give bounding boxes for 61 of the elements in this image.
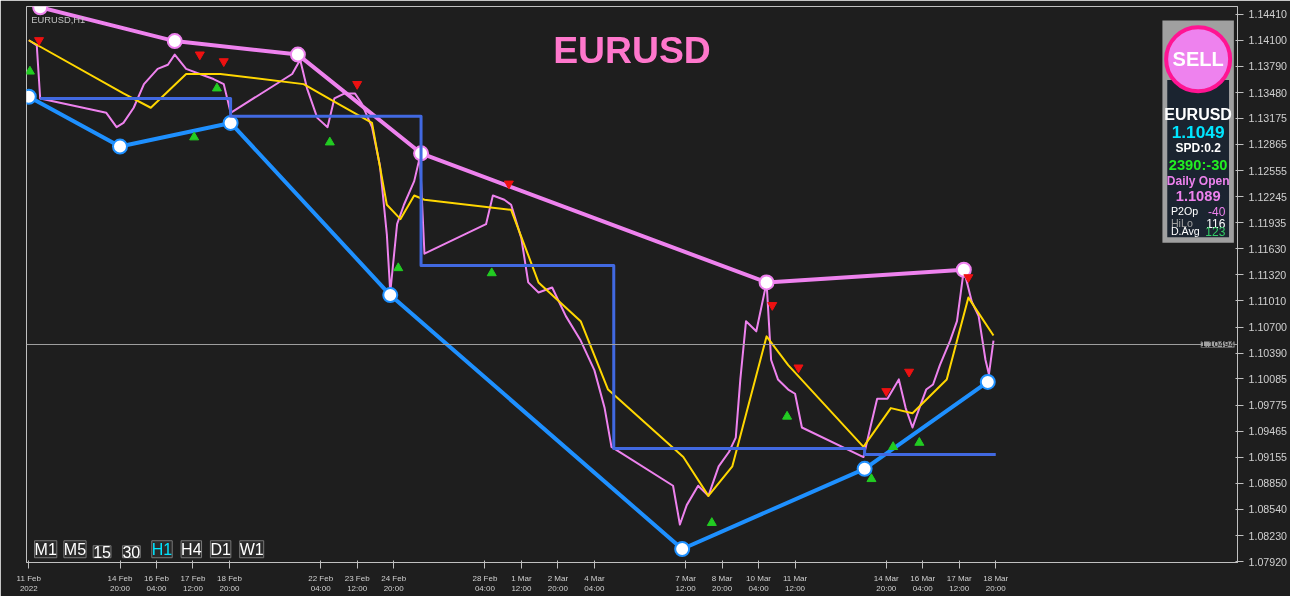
x-tick-label: 24 Feb 20:00 — [381, 573, 407, 594]
y-tick-label: 1.10085 — [1248, 372, 1288, 385]
y-tick-label: 1.08230 — [1248, 529, 1288, 542]
annotation: 15 — [93, 543, 112, 561]
annotation: 1.1049 — [1171, 121, 1225, 142]
y-tick-label: 1.10700 — [1248, 321, 1288, 334]
y-tick-label: 1.09155 — [1248, 451, 1288, 464]
text: EURUSD — [553, 28, 711, 71]
y-tick-label: 1.12865 — [1248, 138, 1288, 151]
x-tick-label: 11 Mar 12:00 — [782, 573, 808, 594]
x-tick-label: 18 Mar 20:00 — [983, 573, 1009, 594]
annotation: P2Op — [1170, 205, 1199, 218]
x-tick-label: 2 Mar 20:00 — [547, 573, 569, 594]
y-tick-label: 1.08850 — [1248, 477, 1288, 490]
x-tick-label: 22 Feb 04:00 — [308, 573, 334, 594]
annotation: H4 — [181, 540, 202, 558]
y-tick-label: 1.12245 — [1248, 190, 1288, 203]
x-tick-label: 28 Feb 04:00 — [472, 573, 498, 594]
annotation: D1 — [210, 540, 231, 558]
y-tick-label: 1.09465 — [1248, 425, 1288, 438]
y-tick-label: 1.07920 — [1248, 555, 1288, 568]
x-tick-label: 17 Feb 12:00 — [180, 573, 206, 594]
y-tick-label: 1.12555 — [1248, 164, 1288, 177]
y-tick-label: 1.13175 — [1248, 112, 1288, 125]
ref-line-label: 1.10494 — [1200, 339, 1235, 350]
annotation: 1.1089 — [1175, 187, 1221, 204]
y-tick-label: 1.11935 — [1248, 216, 1287, 229]
x-tick-label: 10 Mar 04:00 — [746, 573, 772, 594]
x-tick-label: 14 Feb 20:00 — [107, 573, 134, 594]
x-tick-label: 23 Feb 12:00 — [344, 573, 371, 594]
y-tick-label: 1.13790 — [1248, 60, 1288, 73]
annotation: 30 — [122, 543, 141, 561]
y-tick-label: 1.10390 — [1248, 347, 1288, 360]
annotation: SELL — [1172, 48, 1224, 71]
annotation: W1 — [239, 540, 264, 558]
x-tick-label: 16 Mar 04:00 — [910, 573, 936, 594]
annotation: M1 — [34, 540, 57, 558]
annotation: Daily Open — [1166, 173, 1230, 188]
y-tick-label: 1.14100 — [1248, 34, 1288, 47]
y-tick-label: 1.09775 — [1248, 399, 1288, 412]
x-tick-label: 11 Feb 2022 — [16, 573, 42, 594]
x-tick-label: 17 Mar 12:00 — [946, 573, 973, 594]
annotation: SPD:0.2 — [1175, 141, 1222, 156]
y-tick-label: 1.08540 — [1248, 503, 1288, 516]
x-tick-label: 14 Mar 20:00 — [873, 573, 900, 594]
y-tick-label: 1.11010 — [1248, 294, 1287, 307]
x-tick-label: 7 Mar 12:00 — [675, 573, 697, 594]
y-tick-label: 1.14410 — [1248, 8, 1288, 21]
y-tick-label: 1.11630 — [1248, 242, 1287, 255]
x-tick-label: 16 Feb 04:00 — [144, 573, 170, 594]
annotation: -40 — [1208, 204, 1226, 219]
x-tick-label: 18 Feb 20:00 — [217, 573, 243, 594]
text: EURUSD,H1 — [31, 14, 86, 25]
annotation: M5 — [63, 540, 87, 558]
annotation: H1 — [151, 540, 173, 558]
x-tick-label: 4 Mar 04:00 — [584, 573, 605, 594]
x-tick-label: 8 Mar 20:00 — [711, 573, 733, 594]
x-tick-label: 1 Mar 12:00 — [511, 573, 532, 594]
y-tick-label: 1.13480 — [1248, 86, 1288, 99]
y-tick-label: 1.11320 — [1248, 268, 1287, 281]
annotation: 2390:-30 — [1168, 156, 1228, 173]
